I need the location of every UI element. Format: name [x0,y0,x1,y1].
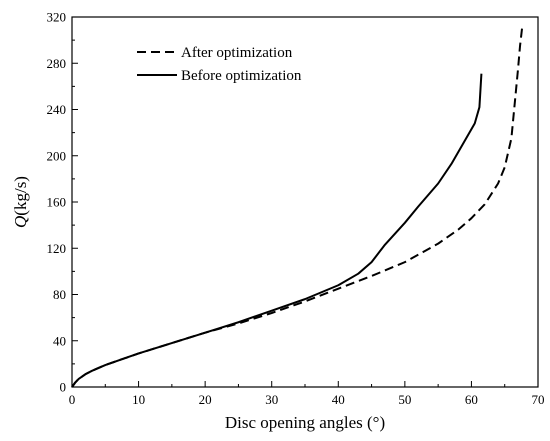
y-axis-ticks: 0 40 80 120 160 200 240 280 320 [47,10,78,395]
x-tick-label: 30 [265,392,278,407]
y-tick-label: 80 [53,287,66,302]
y-tick-label: 40 [53,333,66,348]
y-axis-title: Q(kg/s) [11,176,30,228]
y-tick-label: 240 [47,102,67,117]
plot-frame [71,16,539,388]
legend-label-after-optimization: After optimization [181,45,293,61]
y-tick-label: 320 [47,10,67,25]
legend: After optimization Before optimization [137,45,302,84]
y-axis-title-symbol: Q [11,216,30,228]
y-tick-label: 160 [47,195,67,210]
x-tick-label: 60 [465,392,478,407]
x-tick-label: 40 [332,392,345,407]
x-axis-title: Disc opening angles (°) [225,413,385,432]
x-tick-label: 70 [532,392,545,407]
legend-label-before-optimization: Before optimization [181,68,302,84]
x-tick-label: 10 [132,392,145,407]
y-tick-label: 120 [47,241,67,256]
y-axis-title-unit: (kg/s) [11,176,30,216]
series-layer [71,28,524,388]
plot-area [71,16,539,388]
y-tick-label: 0 [60,380,67,395]
series-line-before-optimization [71,73,483,388]
x-tick-label: 20 [199,392,212,407]
y-tick-label: 280 [47,56,67,71]
x-tick-label: 50 [398,392,411,407]
y-tick-label: 200 [47,148,67,163]
x-axis-ticks: 0 10 20 30 40 50 60 70 [69,381,545,407]
x-tick-label: 0 [69,392,76,407]
